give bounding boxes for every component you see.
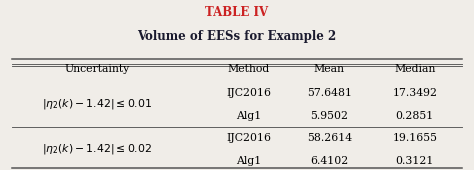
Text: TABLE IV: TABLE IV — [205, 6, 269, 19]
Text: $|\eta_2(k) - 1.42| \leq 0.02$: $|\eta_2(k) - 1.42| \leq 0.02$ — [42, 142, 152, 156]
Text: 57.6481: 57.6481 — [307, 88, 352, 98]
Text: Median: Median — [394, 64, 436, 74]
Text: 19.1655: 19.1655 — [392, 133, 437, 143]
Text: IJC2016: IJC2016 — [227, 133, 271, 143]
Text: 5.9502: 5.9502 — [310, 111, 348, 121]
Text: Uncertainty: Uncertainty — [64, 64, 130, 74]
Text: 6.4102: 6.4102 — [310, 156, 348, 166]
Text: Mean: Mean — [314, 64, 345, 74]
Text: Alg1: Alg1 — [236, 111, 262, 121]
Text: 0.2851: 0.2851 — [396, 111, 434, 121]
Text: 17.3492: 17.3492 — [392, 88, 437, 98]
Text: Method: Method — [228, 64, 270, 74]
Text: Volume of EESs for Example 2: Volume of EESs for Example 2 — [137, 30, 337, 43]
Text: $|\eta_2(k) - 1.42| \leq 0.01$: $|\eta_2(k) - 1.42| \leq 0.01$ — [42, 97, 152, 111]
Text: IJC2016: IJC2016 — [227, 88, 271, 98]
Text: Alg1: Alg1 — [236, 156, 262, 166]
Text: 0.3121: 0.3121 — [396, 156, 434, 166]
Text: 58.2614: 58.2614 — [307, 133, 352, 143]
